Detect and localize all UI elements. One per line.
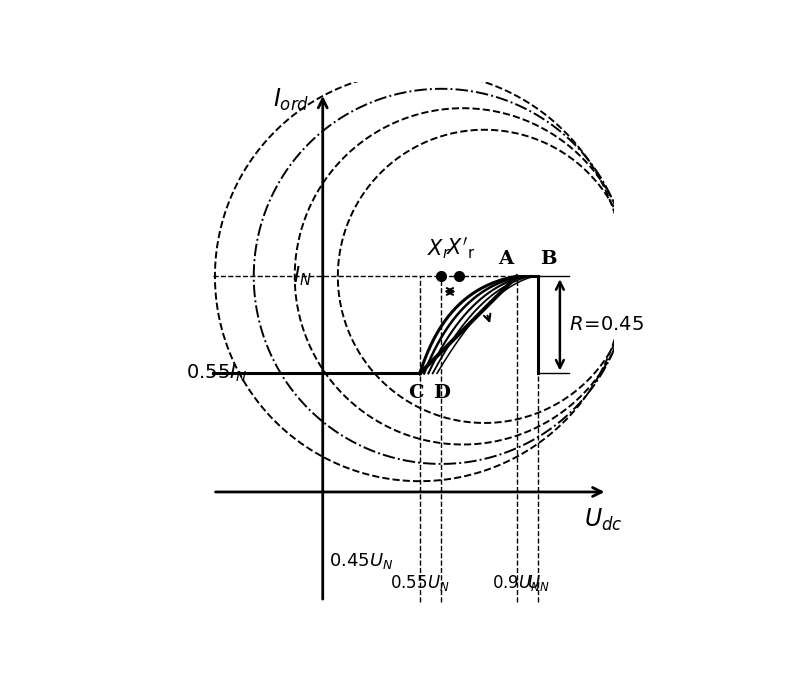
Text: $U_{dc}$: $U_{dc}$ bbox=[583, 507, 622, 533]
Text: $0.55U_N$: $0.55U_N$ bbox=[390, 573, 449, 593]
Text: $I_{ord}$: $I_{ord}$ bbox=[274, 86, 310, 113]
Text: $0.45U_N$: $0.45U_N$ bbox=[330, 551, 393, 571]
Text: $I_N$: $I_N$ bbox=[293, 265, 312, 288]
Text: A: A bbox=[499, 250, 514, 268]
Text: $X'_{\rm r}$: $X'_{\rm r}$ bbox=[446, 236, 476, 261]
Text: $X_r$: $X_r$ bbox=[427, 237, 451, 261]
Text: $R\!=\!0.45$: $R\!=\!0.45$ bbox=[568, 316, 643, 334]
Text: $0.9U_N$: $0.9U_N$ bbox=[492, 573, 541, 593]
Text: D: D bbox=[433, 384, 450, 402]
Text: C: C bbox=[408, 384, 423, 402]
Text: $U_N$: $U_N$ bbox=[527, 573, 550, 593]
Text: $0.55I_N$: $0.55I_N$ bbox=[186, 363, 247, 384]
Text: B: B bbox=[540, 250, 557, 268]
